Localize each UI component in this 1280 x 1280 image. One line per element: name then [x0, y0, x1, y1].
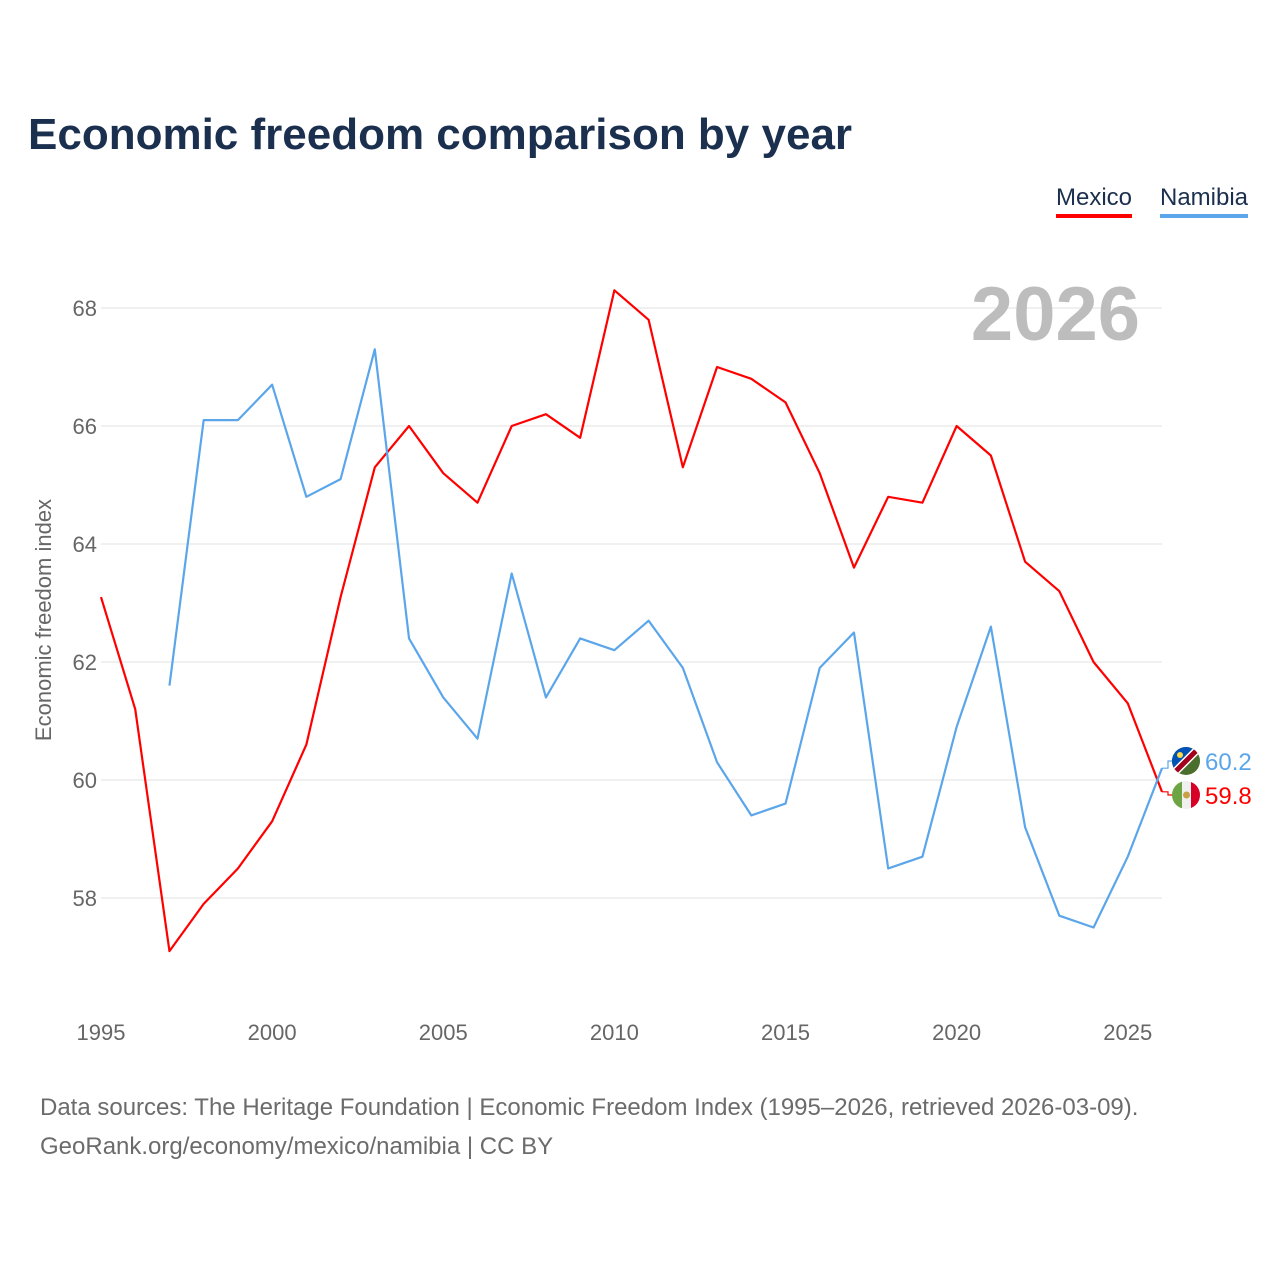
- y-tick-label: 62: [73, 650, 97, 675]
- data-point-namibia: [885, 866, 891, 872]
- data-point-namibia: [1125, 854, 1131, 860]
- end-connector: [1162, 760, 1174, 769]
- data-point-namibia: [303, 494, 309, 500]
- data-point-mexico: [611, 287, 617, 293]
- flag-stripe: [1172, 781, 1182, 809]
- flag-emblem: [1183, 791, 1190, 799]
- x-tick-label: 2025: [1103, 1020, 1152, 1045]
- data-point-namibia: [372, 346, 378, 352]
- legend-item-mexico[interactable]: Mexico: [1056, 184, 1133, 218]
- data-point-namibia: [817, 665, 823, 671]
- data-point-mexico: [817, 470, 823, 476]
- end-value-label-mexico: 59.8: [1205, 783, 1252, 810]
- data-point-namibia: [440, 694, 446, 700]
- data-point-namibia: [954, 724, 960, 730]
- data-point-namibia: [611, 647, 617, 653]
- data-point-namibia: [235, 417, 241, 423]
- end-value-label-namibia: 60.2: [1205, 749, 1252, 776]
- flag-sun: [1177, 752, 1183, 758]
- data-point-mexico: [577, 435, 583, 441]
- mexico-flag-icon: [1172, 781, 1200, 809]
- data-point-mexico: [783, 399, 789, 405]
- data-point-mexico: [509, 423, 515, 429]
- data-point-mexico: [988, 453, 994, 459]
- chart-title: Economic freedom comparison by year: [28, 110, 853, 159]
- x-tick-label: 2000: [248, 1020, 297, 1045]
- data-point-namibia: [783, 801, 789, 807]
- year-watermark: 2026: [971, 272, 1140, 357]
- data-point-namibia: [680, 665, 686, 671]
- data-point-mexico: [748, 376, 754, 382]
- data-point-mexico: [1056, 588, 1062, 594]
- data-point-mexico: [474, 500, 480, 506]
- y-axis-label: Economic freedom index: [31, 499, 56, 741]
- data-point-namibia: [338, 476, 344, 482]
- y-tick-label: 64: [73, 532, 97, 557]
- data-point-namibia: [748, 812, 754, 818]
- data-point-namibia: [714, 759, 720, 765]
- x-tick-label: 2020: [932, 1020, 981, 1045]
- data-point-namibia: [474, 736, 480, 742]
- data-point-namibia: [543, 694, 549, 700]
- data-point-namibia: [269, 382, 275, 388]
- namibia-flag-icon: [1172, 747, 1200, 775]
- source-line-2[interactable]: GeoRank.org/economy/mexico/namibia | CC …: [40, 1133, 554, 1160]
- data-point-mexico: [714, 364, 720, 370]
- y-tick-label: 66: [73, 414, 97, 439]
- data-point-mexico: [851, 565, 857, 571]
- data-point-mexico: [201, 901, 207, 907]
- data-point-mexico: [166, 948, 172, 954]
- data-point-mexico: [338, 594, 344, 600]
- data-point-mexico: [372, 464, 378, 470]
- x-tick-label: 2015: [761, 1020, 810, 1045]
- data-point-mexico: [1125, 700, 1131, 706]
- series-line-mexico: [99, 289, 1164, 953]
- legend-item-namibia[interactable]: Namibia: [1160, 184, 1249, 218]
- data-point-namibia: [1091, 925, 1097, 931]
- data-point-mexico: [132, 706, 138, 712]
- data-point-namibia: [1022, 824, 1028, 830]
- data-point-mexico: [269, 818, 275, 824]
- source-line-1: Data sources: The Heritage Foundation | …: [40, 1094, 1139, 1121]
- data-point-mexico: [885, 494, 891, 500]
- data-point-mexico: [1022, 559, 1028, 565]
- data-point-namibia: [509, 571, 515, 577]
- data-point-mexico: [406, 423, 412, 429]
- data-point-namibia: [577, 635, 583, 641]
- end-connector: [1162, 791, 1174, 796]
- x-tick-label: 1995: [77, 1020, 126, 1045]
- data-point-namibia: [851, 630, 857, 636]
- data-point-namibia: [1056, 913, 1062, 919]
- data-point-mexico: [919, 500, 925, 506]
- data-point-namibia: [919, 854, 925, 860]
- x-tick-label: 2005: [419, 1020, 468, 1045]
- data-point-mexico: [440, 470, 446, 476]
- source-note: Data sources: The Heritage Foundation | …: [40, 1088, 1138, 1166]
- data-point-namibia: [406, 635, 412, 641]
- x-tick-label: 2010: [590, 1020, 639, 1045]
- flag-stripe: [1191, 781, 1200, 809]
- data-point-mexico: [680, 464, 686, 470]
- y-tick-label: 68: [73, 296, 97, 321]
- data-point-mexico: [98, 594, 104, 600]
- data-point-namibia: [166, 683, 172, 689]
- y-tick-label: 60: [73, 768, 97, 793]
- data-point-mexico: [235, 866, 241, 872]
- series-line-namibia: [168, 348, 1164, 929]
- data-point-mexico: [543, 411, 549, 417]
- data-point-namibia: [201, 417, 207, 423]
- data-point-mexico: [646, 317, 652, 323]
- data-point-namibia: [988, 624, 994, 630]
- data-point-namibia: [646, 618, 652, 624]
- data-point-mexico: [954, 423, 960, 429]
- y-tick-label: 58: [73, 886, 97, 911]
- data-point-mexico: [1091, 659, 1097, 665]
- data-point-mexico: [303, 742, 309, 748]
